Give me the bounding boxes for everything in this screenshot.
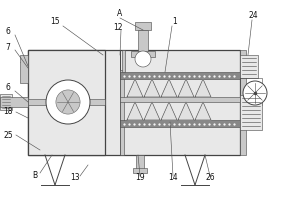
Text: 7: 7 (6, 44, 10, 52)
Bar (135, 22, 151, 30)
Text: 13: 13 (70, 173, 80, 182)
Circle shape (243, 81, 267, 105)
Bar (136, 155, 144, 170)
Bar (120, 72, 240, 79)
Text: 24: 24 (248, 11, 258, 21)
Polygon shape (195, 102, 211, 120)
Text: 12: 12 (113, 22, 123, 31)
Text: 18: 18 (3, 108, 13, 116)
Bar (138, 30, 148, 55)
Polygon shape (144, 79, 160, 97)
Polygon shape (127, 102, 143, 120)
Text: 19: 19 (135, 173, 145, 182)
Bar (240, 78, 262, 105)
Polygon shape (178, 79, 194, 97)
Bar (240, 55, 258, 78)
Polygon shape (161, 102, 177, 120)
Text: 25: 25 (3, 130, 13, 140)
Bar (133, 168, 147, 173)
Bar (240, 95, 262, 130)
Text: 26: 26 (205, 173, 215, 182)
Bar (28, 50, 240, 155)
Circle shape (135, 51, 151, 67)
Polygon shape (161, 79, 177, 97)
Text: 14: 14 (168, 173, 178, 182)
Bar (20, 55, 28, 83)
Bar (120, 70, 124, 155)
Bar (28, 50, 105, 155)
Text: 15: 15 (50, 18, 60, 26)
Circle shape (46, 80, 90, 124)
Text: 6: 6 (6, 84, 10, 92)
Text: A: A (117, 9, 123, 19)
Bar (120, 97, 240, 102)
Bar (120, 120, 240, 127)
Bar (131, 51, 155, 57)
Bar (0, 97, 28, 107)
Bar (0, 94, 12, 110)
Text: 6: 6 (6, 27, 10, 36)
Circle shape (56, 90, 80, 114)
Polygon shape (144, 102, 160, 120)
Text: B: B (32, 170, 38, 180)
Polygon shape (178, 102, 194, 120)
Bar (28, 99, 105, 105)
Text: 1: 1 (172, 18, 177, 26)
Bar (240, 50, 246, 155)
Polygon shape (195, 79, 211, 97)
Polygon shape (127, 79, 143, 97)
Bar (122, 50, 125, 72)
